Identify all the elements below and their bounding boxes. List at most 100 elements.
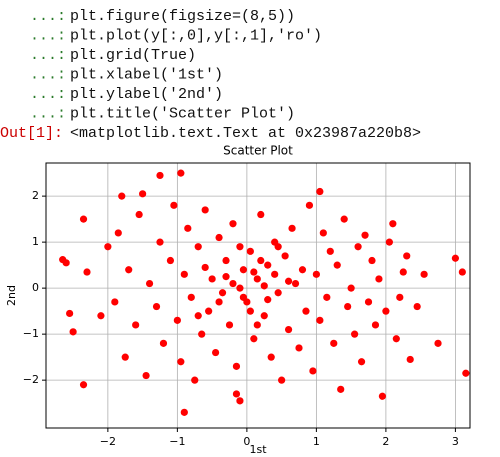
point: [232, 390, 241, 398]
y-tick-label: 1: [32, 235, 39, 248]
code-line: plt.ylabel('2nd'): [70, 86, 223, 103]
point: [239, 293, 248, 301]
point: [351, 330, 359, 338]
point: [420, 270, 428, 278]
x-tick-label: 2: [382, 435, 389, 448]
y-tick-label: −2: [23, 373, 39, 386]
point: [253, 275, 261, 283]
point: [152, 302, 161, 311]
point: [166, 256, 175, 265]
code-line: plt.figure(figsize=(8,5)): [70, 8, 295, 25]
x-tick-label: −2: [100, 435, 116, 448]
point: [218, 289, 227, 297]
point: [361, 231, 369, 239]
point: [337, 385, 345, 393]
point: [201, 263, 209, 272]
point: [114, 229, 122, 237]
code-line: plt.grid(True): [70, 47, 196, 64]
point: [104, 243, 112, 251]
point: [357, 358, 366, 366]
point: [180, 270, 188, 278]
point: [281, 252, 289, 260]
point: [79, 215, 88, 223]
x-tick-label: 1: [313, 435, 320, 448]
point: [187, 293, 195, 301]
x-tick-label: 3: [452, 435, 459, 448]
point: [392, 335, 400, 343]
point: [139, 190, 147, 198]
point: [326, 247, 334, 255]
point: [229, 220, 237, 228]
point: [246, 247, 254, 255]
point: [232, 362, 241, 370]
point: [170, 201, 178, 209]
point: [194, 243, 202, 251]
point: [316, 316, 324, 324]
point: [208, 275, 216, 283]
point: [121, 353, 129, 361]
point: [278, 376, 286, 384]
point: [288, 224, 296, 232]
point: [462, 369, 470, 377]
point: [257, 256, 265, 265]
point: [180, 408, 188, 416]
point: [295, 344, 303, 352]
point: [156, 171, 164, 180]
point: [413, 302, 421, 311]
point: [434, 339, 442, 347]
y-tick-label: −1: [23, 327, 39, 340]
point: [156, 238, 164, 246]
point: [111, 298, 119, 306]
x-tick-label: 0: [243, 435, 250, 448]
point: [260, 312, 268, 320]
point: [229, 279, 237, 288]
prompt: ...:: [30, 27, 66, 44]
point: [132, 321, 140, 329]
point: [184, 224, 192, 232]
output-text: <matplotlib.text.Text at 0x23987a220b8>: [70, 125, 421, 142]
y-axis-label: 2nd: [5, 285, 18, 306]
output-prompt: Out[1]:: [0, 125, 63, 142]
point: [375, 275, 383, 283]
point: [451, 254, 460, 262]
point: [236, 284, 244, 292]
point: [159, 339, 168, 347]
point: [274, 243, 282, 251]
chart-title: Scatter Plot: [223, 144, 293, 158]
point: [62, 259, 70, 267]
point: [267, 353, 275, 361]
point: [368, 256, 376, 265]
point: [284, 325, 293, 334]
point: [323, 293, 331, 301]
x-axis-label: 1st: [249, 443, 267, 456]
point: [382, 307, 390, 315]
prompt: ...:: [30, 105, 66, 122]
point: [246, 307, 254, 315]
point: [257, 210, 265, 219]
prompt: ...:: [30, 8, 66, 25]
code-line: plt.xlabel('1st'): [70, 66, 223, 83]
y-tick-label: 2: [32, 189, 39, 202]
point: [264, 261, 272, 269]
point: [396, 293, 404, 301]
point: [305, 201, 314, 209]
point: [142, 371, 150, 380]
point: [371, 321, 380, 329]
point: [406, 355, 414, 364]
point: [198, 330, 206, 338]
point: [145, 279, 154, 288]
point: [69, 328, 77, 336]
x-tick-label: −1: [169, 435, 185, 448]
point: [298, 266, 307, 274]
point: [312, 270, 320, 278]
point: [264, 296, 272, 304]
prompt: ...:: [30, 47, 66, 64]
point: [201, 206, 209, 214]
point: [236, 397, 244, 405]
point: [177, 169, 185, 177]
point: [347, 284, 355, 292]
code-line: plt.title('Scatter Plot'): [70, 105, 295, 122]
point: [378, 392, 387, 400]
